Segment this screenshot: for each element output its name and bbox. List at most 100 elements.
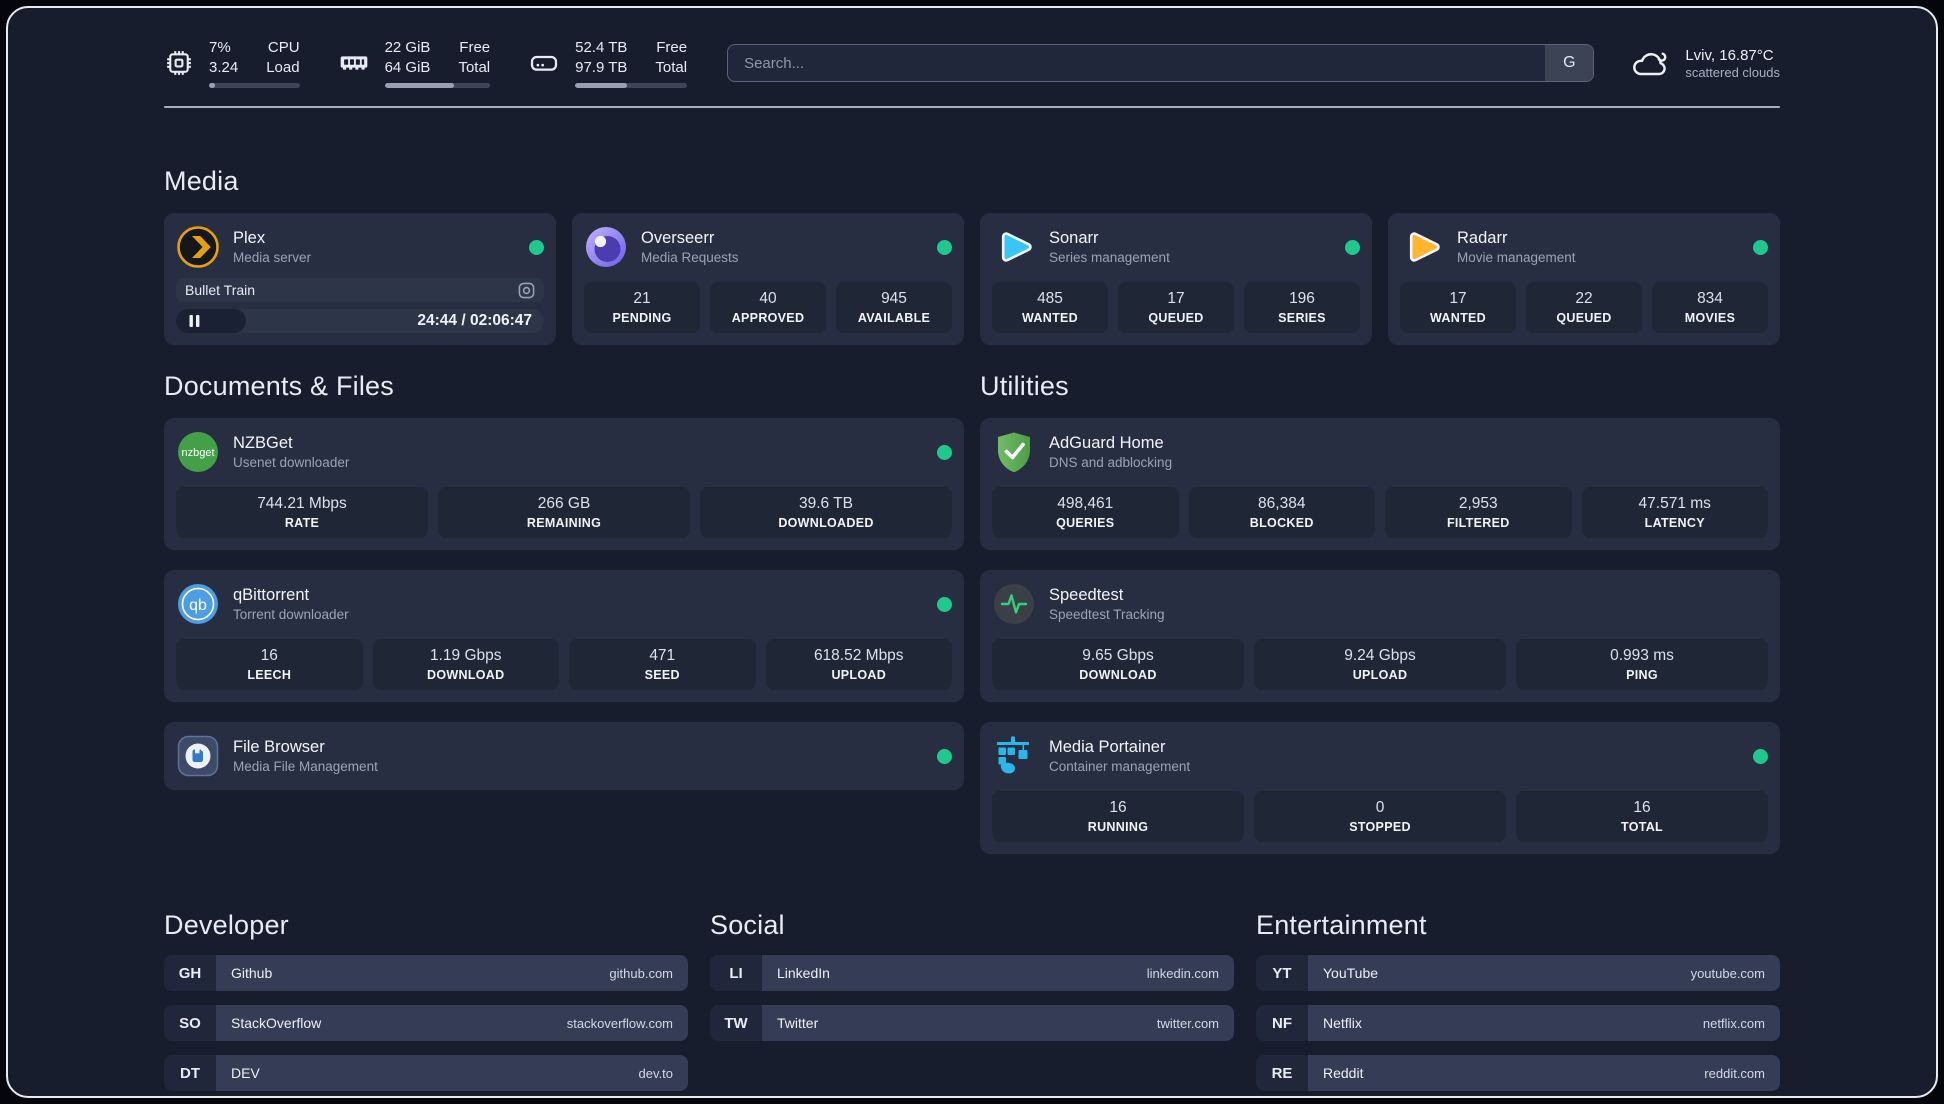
cpu-load-label: Load <box>266 58 300 76</box>
cpu-load-value: 3.24 <box>209 58 239 76</box>
top-bar: 7% 3.24 CPU Load <box>164 38 1780 88</box>
app-title: Media Portainer <box>1049 737 1166 756</box>
bookmark-name: Twitter <box>777 1015 819 1031</box>
app-description: Movie management <box>1457 249 1576 265</box>
stat-box: 16 TOTAL <box>1516 790 1768 842</box>
app-card-sonarr[interactable]: Sonarr Series management 485 WANTED 17 Q… <box>980 213 1372 345</box>
bookmark-abbr: GH <box>164 955 216 991</box>
app-card-portainer[interactable]: Media Portainer Container management 16 … <box>980 722 1780 854</box>
status-badge-online <box>937 444 952 460</box>
bookmark-url: youtube.com <box>1690 965 1765 981</box>
app-card-filebrowser[interactable]: File Browser Media File Management <box>164 722 964 790</box>
stat-box: 39.6 TB DOWNLOADED <box>700 486 952 538</box>
bookmark-abbr: RE <box>1256 1055 1308 1091</box>
app-title: Plex <box>233 228 266 247</box>
filebrowser-icon <box>176 734 220 778</box>
speedtest-pulse-icon <box>992 582 1036 626</box>
app-card-plex[interactable]: Plex Media server Bullet Train <box>164 213 556 345</box>
bookmark-abbr: YT <box>1256 955 1308 991</box>
app-description: Torrent downloader <box>233 606 349 622</box>
overseerr-icon <box>584 225 628 269</box>
disk-free-value: 52.4 TB <box>575 39 628 56</box>
section-title-documents: Documents & Files <box>164 371 394 401</box>
bookmark-url: linkedin.com <box>1146 965 1219 981</box>
bookmark-linkedin[interactable]: LI LinkedIn linkedin.com <box>710 955 1234 991</box>
stat-box: 266 GB REMAINING <box>438 486 690 538</box>
bookmark-url: netflix.com <box>1702 1015 1765 1031</box>
memory-total-label: Total <box>458 58 491 76</box>
app-title: Radarr <box>1457 228 1508 247</box>
app-title: Sonarr <box>1049 228 1099 247</box>
social-section: Social LI LinkedIn linkedin.com TW Twitt… <box>710 910 1234 1091</box>
app-description: Container management <box>1049 758 1191 774</box>
memory-free-value: 22 GiB <box>384 39 431 56</box>
stat-box: 22 QUEUED <box>1526 281 1642 333</box>
disk-progress-bar <box>575 83 688 88</box>
search-input[interactable] <box>727 44 1595 82</box>
bookmark-github[interactable]: GH Github github.com <box>164 955 688 991</box>
bookmark-stackoverflow[interactable]: SO StackOverflow stackoverflow.com <box>164 1005 688 1041</box>
bookmark-url: dev.to <box>638 1065 673 1081</box>
status-badge-online <box>937 748 952 764</box>
app-card-radarr[interactable]: Radarr Movie management 17 WANTED 22 QUE… <box>1388 213 1780 345</box>
app-card-nzbget[interactable]: nzbget NZBGet Usenet downloader 744.21 M… <box>164 418 964 550</box>
stat-box: 0.993 ms PING <box>1516 638 1768 690</box>
stat-box: 16 LEECH <box>176 638 363 690</box>
search-engine-button[interactable]: G <box>1545 45 1594 81</box>
svg-text:qb: qb <box>189 597 207 614</box>
section-title-social: Social <box>710 910 785 940</box>
app-title: AdGuard Home <box>1049 433 1164 452</box>
search-bar: G <box>727 44 1595 82</box>
status-badge-online <box>1753 239 1768 255</box>
app-card-qbittorrent[interactable]: qb qBittorrent Torrent downloader 16 LEE… <box>164 570 964 702</box>
app-description: Media Requests <box>641 249 739 265</box>
cpu-usage-value: 7% <box>209 39 231 56</box>
stat-box: 17 QUEUED <box>1118 281 1234 333</box>
weather-condition: scattered clouds <box>1685 65 1780 81</box>
status-badge-online <box>1753 748 1768 764</box>
entertainment-section: Entertainment YT YouTube youtube.com NF … <box>1256 910 1780 1091</box>
bookmark-name: Reddit <box>1323 1065 1364 1081</box>
qbittorrent-icon: qb <box>176 582 220 626</box>
bookmark-youtube[interactable]: YT YouTube youtube.com <box>1256 955 1780 991</box>
bookmark-netflix[interactable]: NF Netflix netflix.com <box>1256 1005 1780 1041</box>
media-grid: Plex Media server Bullet Train <box>164 213 1780 345</box>
stat-box: 471 SEED <box>569 638 756 690</box>
stat-box: 945 AVAILABLE <box>836 281 952 333</box>
bookmark-twitter[interactable]: TW Twitter twitter.com <box>710 1005 1234 1041</box>
section-title-developer: Developer <box>164 910 289 940</box>
app-title: Overseerr <box>641 228 715 247</box>
app-title: File Browser <box>233 737 325 756</box>
playback-progress-bar: 24:44 / 02:06:47 <box>176 309 544 333</box>
app-description: Media server <box>233 249 312 265</box>
developer-section: Developer GH Github github.com SO StackO… <box>164 910 688 1091</box>
bookmark-reddit[interactable]: RE Reddit reddit.com <box>1256 1055 1780 1091</box>
utilities-column: Utilities <box>980 371 1780 854</box>
app-description: Series management <box>1049 249 1170 265</box>
weather-location: Lviv, 16.87°C <box>1685 46 1774 64</box>
now-playing-row: Bullet Train <box>176 278 544 302</box>
bookmark-name: DEV <box>231 1065 260 1081</box>
bookmark-dev[interactable]: DT DEV dev.to <box>164 1055 688 1091</box>
bookmark-url: stackoverflow.com <box>566 1015 673 1031</box>
bookmark-abbr: DT <box>164 1055 216 1091</box>
stat-box: 21 PENDING <box>584 281 700 333</box>
stat-box: 498,461 QUERIES <box>992 486 1179 538</box>
app-card-speedtest[interactable]: Speedtest Speedtest Tracking 9.65 Gbps D… <box>980 570 1780 702</box>
app-card-overseerr[interactable]: Overseerr Media Requests 21 PENDING 40 A… <box>572 213 964 345</box>
ram-icon <box>338 47 370 79</box>
app-card-adguard[interactable]: AdGuard Home DNS and adblocking 498,461 … <box>980 418 1780 550</box>
status-badge-online <box>1345 239 1360 255</box>
pause-icon[interactable] <box>189 315 200 327</box>
app-title: NZBGet <box>233 433 293 452</box>
stat-box: 2,953 FILTERED <box>1385 486 1572 538</box>
bookmark-abbr: NF <box>1256 1005 1308 1041</box>
memory-free-label: Free <box>459 39 491 56</box>
now-playing-icon <box>518 282 535 299</box>
disk-stat: 52.4 TB 97.9 TB Free Total <box>528 38 688 88</box>
radarr-icon <box>1400 225 1444 269</box>
memory-total-value: 64 GiB <box>384 58 431 76</box>
stat-box: 16 RUNNING <box>992 790 1244 842</box>
app-description: Speedtest Tracking <box>1049 606 1165 622</box>
dashboard-window: 7% 3.24 CPU Load <box>6 6 1938 1098</box>
